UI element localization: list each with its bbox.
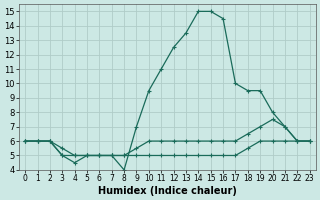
X-axis label: Humidex (Indice chaleur): Humidex (Indice chaleur) (98, 186, 237, 196)
